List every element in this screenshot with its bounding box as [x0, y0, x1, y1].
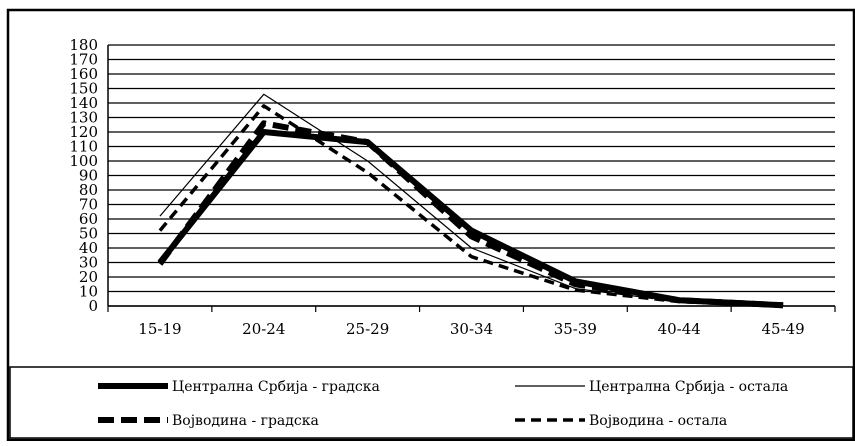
series-line-3	[157, 120, 784, 309]
x-tick-label: 20-24	[242, 320, 285, 338]
legend-label-2: Централна Србија - остала	[589, 379, 788, 395]
series-lines	[157, 93, 784, 309]
legend: Централна Србија - градска Централна Срби…	[9, 366, 854, 439]
y-tick-label: 120	[69, 123, 98, 141]
legend-label-1: Централна Србија - градска	[172, 379, 380, 395]
y-tick-label: 50	[79, 225, 98, 243]
x-tick-label: 35-39	[554, 320, 597, 338]
y-tick-label: 20	[79, 268, 98, 286]
series-line-2	[159, 93, 784, 306]
y-tick-label: 170	[69, 51, 98, 69]
x-tick-label: 15-19	[138, 320, 181, 338]
y-tick-label: 10	[79, 283, 98, 301]
legend-box	[9, 366, 854, 439]
y-tick-label: 150	[69, 80, 98, 98]
legend-label-3: Војводина - градска	[172, 413, 319, 429]
y-tick-label: 0	[88, 297, 98, 315]
y-tick-label: 70	[79, 196, 98, 214]
y-tick-label: 160	[69, 65, 98, 83]
x-axis: 15-19 20-24 25-29 30-34 35-39 40-44 45-49	[107, 305, 836, 338]
y-tick-label: 130	[69, 109, 98, 127]
y-tick-label: 140	[69, 94, 98, 112]
y-tick-label: 80	[79, 181, 98, 199]
x-tick-label: 45-49	[761, 320, 804, 338]
y-tick-label: 110	[69, 138, 98, 156]
y-tick-label: 60	[79, 210, 98, 228]
y-tick-label: 180	[69, 36, 98, 54]
x-tick-label: 30-34	[450, 320, 493, 338]
x-tick-label: 25-29	[346, 320, 389, 338]
y-tick-label: 90	[79, 167, 98, 185]
y-axis: 0102030405060708090100110120130140150160…	[69, 36, 109, 315]
y-tick-label: 30	[79, 254, 98, 272]
x-tick-label: 40-44	[658, 320, 701, 338]
y-tick-label: 100	[69, 152, 98, 170]
y-tick-label: 40	[79, 239, 98, 257]
legend-label-4: Војводина - остала	[589, 413, 727, 429]
